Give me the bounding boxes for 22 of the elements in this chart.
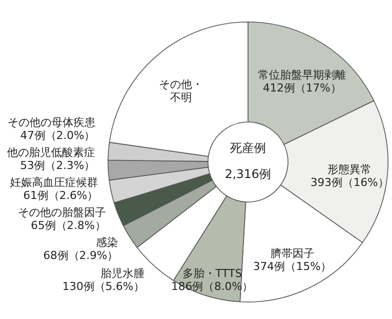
data-label: 47例（2.0%） xyxy=(20,128,96,142)
data-label: 393例（16%） xyxy=(310,176,389,190)
slice-label: 臍帯因子 xyxy=(270,246,314,260)
slice-label: 他の胎児低酸素症 xyxy=(7,146,96,159)
data-label: 53例（2.3%） xyxy=(20,158,96,172)
data-label: 61例（2.6%） xyxy=(23,188,98,202)
slice-label: 感染 xyxy=(96,236,118,249)
text: 死産例 xyxy=(230,141,266,155)
slice-label: 妊娠高血圧症候群 xyxy=(10,176,98,189)
slice-label: 多胎・TTTS xyxy=(182,267,242,280)
data-label: 412例（17%） xyxy=(262,82,342,95)
slice-label: 胎児水腫 xyxy=(100,266,144,280)
data-label: 68例（2.9%） xyxy=(43,248,118,262)
slice-label: 常位胎盤早期剥離 xyxy=(258,68,346,82)
slice-label: その他の母体疾患 xyxy=(7,116,96,129)
slice-label: その他の胎盤因子 xyxy=(18,206,106,219)
data-label: 130例（5.6%） xyxy=(62,280,144,293)
data-label: 65例（2.8%） xyxy=(30,218,106,232)
data-label: 374例（15%） xyxy=(253,260,332,273)
slice-label: その他・不明 xyxy=(159,78,204,104)
text: 2,316例 xyxy=(224,167,272,181)
slice-label: 形態異常 xyxy=(328,163,372,176)
